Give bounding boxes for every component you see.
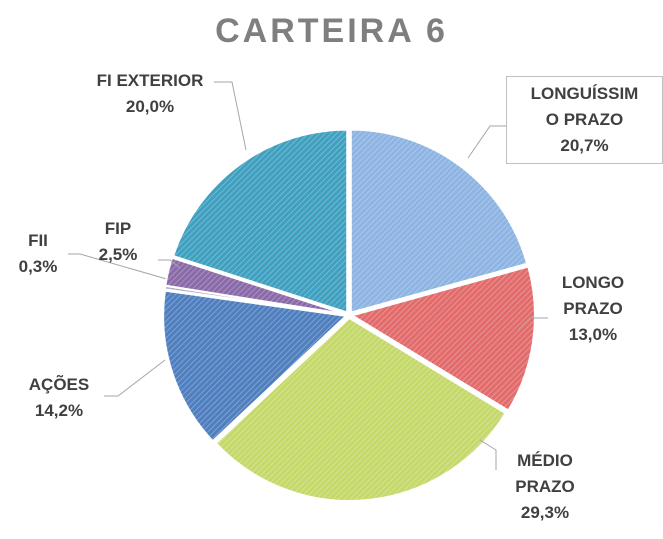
value-label: 29,3% [520, 503, 570, 522]
leader-line [517, 317, 548, 331]
value-label: 14,2% [34, 401, 84, 420]
slice-hatch [165, 257, 347, 315]
slice-hatch [351, 266, 535, 411]
data-label: AÇÕES 14,2% [14, 372, 104, 424]
category-label: LONGUÍSSIMO PRAZO [530, 84, 639, 129]
data-label: FIP 2,5% [78, 216, 158, 268]
category-label: FII [28, 231, 48, 250]
leader-line [479, 439, 497, 470]
data-label: LONGO PRAZO 13,0% [548, 270, 638, 348]
data-label: LONGUÍSSIMO PRAZO 20,7% [506, 76, 663, 164]
category-label: MÉDIO PRAZO [515, 451, 575, 496]
value-label: 20,0% [125, 97, 175, 116]
value-label: 0,3% [18, 257, 58, 276]
chart-title: CARTEIRA 6 [215, 12, 448, 50]
slice-hatch [163, 290, 347, 442]
leader-line [214, 81, 247, 151]
category-label: FIP [104, 219, 132, 238]
slice-hatch [215, 317, 506, 501]
slice-hatch [350, 129, 528, 313]
data-label: MÉDIO PRAZO 29,3% [490, 448, 600, 526]
leader-line [158, 259, 181, 269]
value-label: 13,0% [568, 325, 618, 344]
category-label: AÇÕES [28, 375, 90, 394]
value-label: 20,7% [560, 136, 609, 155]
leader-line [467, 125, 506, 159]
data-label: FI EXTERIOR 20,0% [70, 68, 230, 120]
category-label: FI EXTERIOR [96, 71, 204, 90]
slice-hatch [173, 129, 348, 313]
data-label: FII 0,3% [8, 228, 68, 280]
leader-line [104, 359, 166, 397]
value-label: 2,5% [98, 245, 138, 264]
category-label: LONGO PRAZO [561, 273, 625, 318]
leader-line [68, 253, 171, 281]
